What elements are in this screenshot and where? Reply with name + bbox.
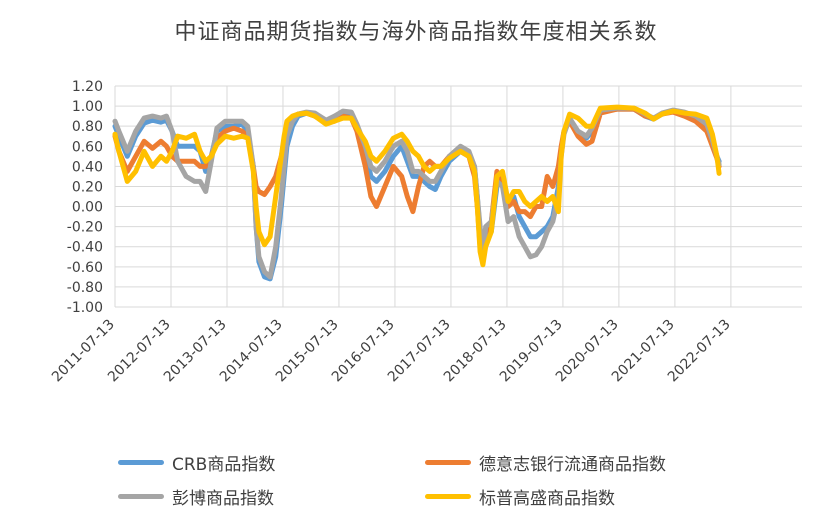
- y-tick-label-4: 0.40: [72, 159, 103, 175]
- y-tick-label-6: 0.00: [72, 200, 103, 216]
- y-tick-label-5: 0.20: [72, 179, 103, 195]
- y-tick-label-0: 1.20: [72, 79, 103, 95]
- y-tick-label-7: -0.20: [67, 220, 103, 236]
- y-tick-label-8: -0.40: [67, 240, 103, 256]
- series-line-3: [112, 104, 722, 268]
- y-tick-label-9: -0.60: [67, 260, 103, 276]
- chart-title: 中证商品期货指数与海外商品指数年度相关系数: [174, 20, 658, 45]
- y-tick-label-3: 0.60: [72, 139, 103, 155]
- y-tick-label-1: 1.00: [72, 99, 103, 115]
- y-tick-label-11: -1.00: [67, 300, 103, 316]
- y-tick-label-10: -0.80: [67, 280, 103, 296]
- series-line-2: [112, 105, 722, 280]
- y-tick-label-2: 0.80: [72, 119, 103, 135]
